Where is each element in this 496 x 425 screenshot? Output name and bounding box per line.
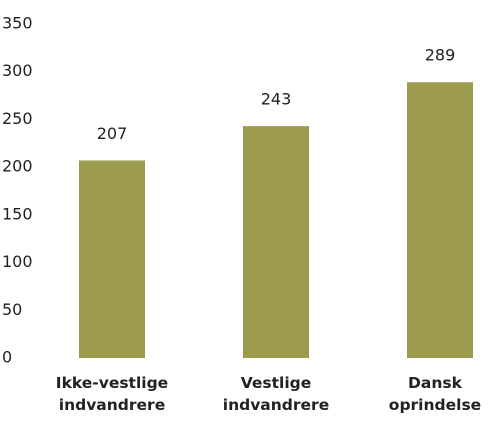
x-tick-label: Dansk oprindelse — [388, 374, 482, 414]
y-tick-label: 300 — [2, 61, 33, 80]
x-tick-label: Ikke-vestlige indvandrere — [55, 374, 169, 414]
y-tick-label: 350 — [2, 14, 33, 33]
y-tick-label: 150 — [2, 204, 33, 223]
y-tick-label: 200 — [2, 157, 33, 176]
bar — [79, 160, 145, 358]
value-label: 243 — [261, 90, 292, 109]
y-tick-label: 250 — [2, 109, 33, 128]
value-label: 207 — [97, 124, 128, 143]
y-tick-label: 100 — [2, 252, 33, 271]
y-tick-label: 50 — [2, 300, 22, 319]
bar — [407, 82, 473, 358]
value-label: 289 — [425, 46, 456, 65]
x-tick-label: Vestlige indvandrere — [222, 374, 330, 414]
bar — [243, 126, 309, 358]
y-tick-label: 0 — [2, 348, 12, 367]
